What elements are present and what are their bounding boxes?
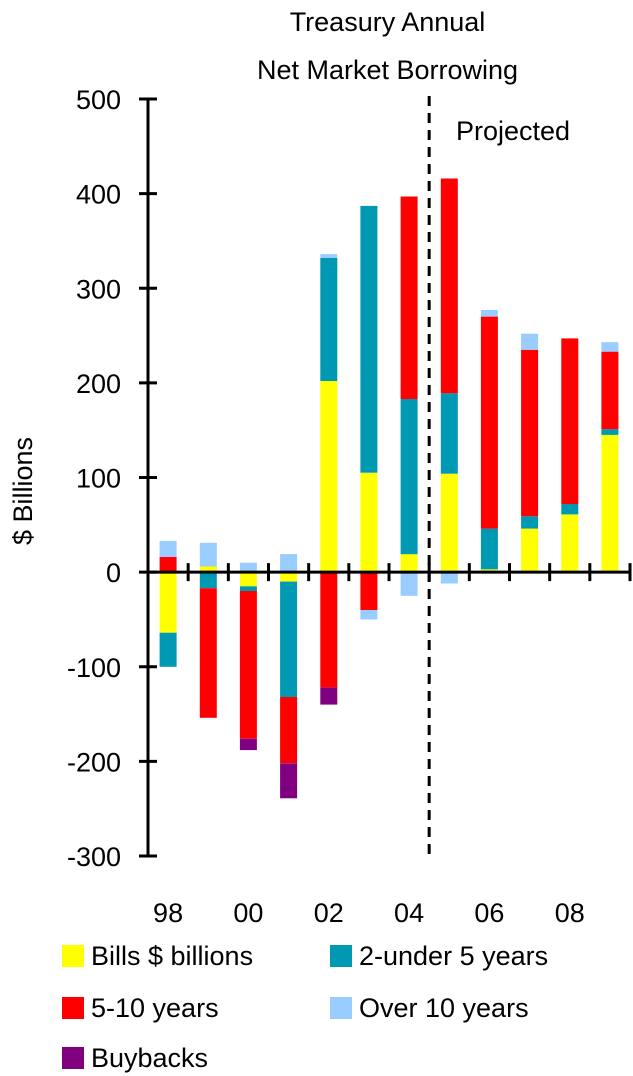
- legend-label-over-10: Over 10 years: [359, 992, 529, 1023]
- bar-01-series-4: [280, 763, 298, 799]
- bar-03-series-0: [360, 472, 378, 573]
- bar-02-series-0: [320, 381, 338, 573]
- bar-09-series-0: [601, 434, 619, 573]
- bar-08-series-0: [561, 514, 579, 573]
- legend-swatch-bills: [62, 945, 84, 967]
- bar-01-series-3: [280, 554, 298, 573]
- bar-05-series-0: [440, 473, 458, 573]
- bar-06-series-3: [480, 310, 498, 317]
- bar-02-series-2: [320, 572, 338, 688]
- bar-99-series-1: [199, 572, 217, 589]
- bar-99-series-2: [199, 588, 217, 718]
- legend-swatch-2-under-5: [330, 945, 352, 967]
- y-tick-label-1: -200: [67, 747, 121, 777]
- bar-08-series-1: [561, 504, 579, 515]
- legend-item-5-10: 5-10 years: [62, 992, 219, 1024]
- x-tick-label-98: 98: [153, 898, 183, 928]
- bar-98-series-2: [159, 557, 177, 573]
- bar-00-series-4: [239, 738, 257, 751]
- legend-item-2-under-5: 2-under 5 years: [330, 940, 548, 972]
- y-tick-label-5: 200: [76, 369, 121, 399]
- x-tick-label-04: 04: [394, 898, 424, 928]
- y-tick-label-4: 100: [76, 464, 121, 494]
- bar-05-series-2: [440, 178, 458, 394]
- legend-swatch-over-10: [330, 997, 352, 1019]
- bar-99-series-3: [199, 542, 217, 567]
- bar-03-series-3: [360, 610, 378, 620]
- x-tick-label-00: 00: [233, 898, 263, 928]
- bar-04-series-3: [400, 572, 418, 596]
- legend-label-2-under-5: 2-under 5 years: [359, 940, 549, 971]
- bar-03-series-1: [360, 205, 378, 473]
- bar-98-series-1: [159, 632, 177, 667]
- legend-label-bills: Bills $ billions: [91, 940, 254, 971]
- bar-00-series-3: [239, 562, 257, 573]
- bar-02-series-4: [320, 687, 338, 705]
- x-tick-label-06: 06: [474, 898, 504, 928]
- bar-02-series-3: [320, 254, 338, 258]
- legend-swatch-5-10: [62, 997, 84, 1019]
- bar-07-series-3: [521, 333, 539, 350]
- y-tick-label-6: 300: [76, 274, 121, 304]
- bar-05-series-3: [440, 572, 458, 584]
- bar-05-series-1: [440, 393, 458, 474]
- legend-swatch-buybacks: [62, 1047, 84, 1069]
- bar-98-series-0: [159, 572, 177, 633]
- y-tick-label-7: 400: [76, 180, 121, 210]
- bar-01-series-2: [280, 697, 298, 764]
- bar-00-series-2: [239, 591, 257, 739]
- bar-02-series-1: [320, 258, 338, 381]
- x-tick-label-02: 02: [314, 898, 344, 928]
- legend-label-buybacks: Buybacks: [91, 1042, 209, 1073]
- bar-07-series-0: [521, 528, 539, 573]
- bar-09-series-1: [601, 429, 619, 435]
- bar-04-series-1: [400, 399, 418, 555]
- x-tick-label-08: 08: [555, 898, 585, 928]
- bar-09-series-3: [601, 342, 619, 352]
- bar-01-series-1: [280, 581, 298, 697]
- legend-item-bills: Bills $ billions: [62, 940, 253, 972]
- bar-06-series-2: [480, 316, 498, 529]
- bar-01-series-0: [280, 572, 298, 582]
- y-tick-label-0: -300: [67, 842, 121, 872]
- projected-annotation: Projected: [456, 116, 571, 146]
- bar-00-series-1: [239, 586, 257, 591]
- y-tick-label-8: 500: [76, 85, 121, 115]
- bar-06-series-1: [480, 528, 498, 570]
- y-tick-label-2: -100: [67, 653, 121, 683]
- bar-09-series-2: [601, 351, 619, 430]
- bar-00-series-0: [239, 572, 257, 587]
- bar-99-series-0: [199, 566, 217, 573]
- bar-03-series-2: [360, 572, 378, 610]
- bar-07-series-2: [521, 349, 539, 517]
- chart-title-line-2: Net Market Borrowing: [256, 55, 519, 85]
- bar-98-series-3: [159, 540, 177, 557]
- bar-08-series-2: [561, 338, 579, 504]
- bar-04-series-2: [400, 196, 418, 399]
- legend-label-5-10: 5-10 years: [91, 992, 219, 1023]
- y-tick-label-3: 0: [106, 558, 121, 588]
- chart-title-line-1: Treasury Annual: [289, 7, 486, 37]
- bar-07-series-1: [521, 516, 539, 529]
- legend-item-over-10: Over 10 years: [330, 992, 529, 1024]
- bar-04-series-0: [400, 554, 418, 573]
- legend-item-buybacks: Buybacks: [62, 1042, 208, 1074]
